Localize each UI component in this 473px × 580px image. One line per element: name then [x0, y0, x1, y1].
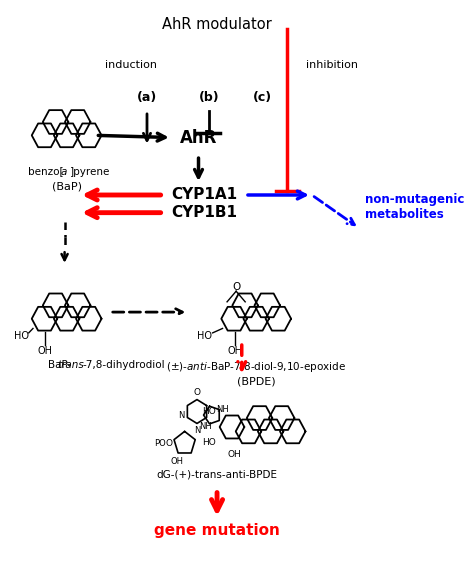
Text: dG-(+)-trans-anti-BPDE: dG-(+)-trans-anti-BPDE: [157, 470, 278, 480]
Text: ]pyrene: ]pyrene: [70, 166, 111, 176]
Text: N: N: [194, 426, 200, 434]
Text: trans: trans: [57, 360, 84, 370]
Text: (BPDE): (BPDE): [237, 376, 275, 386]
Text: NH: NH: [199, 422, 211, 432]
Text: OH: OH: [228, 346, 242, 356]
Text: (a): (a): [137, 91, 157, 104]
Text: HO: HO: [202, 407, 216, 416]
Text: BaP-: BaP-: [47, 360, 71, 370]
Text: O: O: [166, 439, 173, 448]
Text: non-mutagenic: non-mutagenic: [365, 193, 465, 206]
Text: AhR modulator: AhR modulator: [162, 17, 272, 32]
Text: HO: HO: [197, 331, 212, 340]
Text: OH: OH: [38, 346, 53, 356]
Text: O: O: [232, 282, 240, 292]
Text: (BaP): (BaP): [52, 181, 82, 191]
Text: metabolites: metabolites: [365, 208, 444, 222]
Text: ($\pm$)-$anti$-BaP-7,8-diol-9,10-epoxide: ($\pm$)-$anti$-BaP-7,8-diol-9,10-epoxide: [166, 360, 346, 374]
Text: HO: HO: [14, 331, 29, 340]
Text: NH: NH: [216, 405, 229, 414]
Text: a: a: [60, 166, 67, 176]
Text: benzo[: benzo[: [28, 166, 63, 176]
Text: (b): (b): [199, 91, 219, 104]
Text: AhR: AhR: [180, 129, 217, 147]
Text: OH: OH: [227, 450, 241, 459]
Text: CYP1B1: CYP1B1: [172, 205, 238, 220]
Text: induction: induction: [105, 60, 157, 70]
Text: HO: HO: [202, 438, 216, 447]
Text: N: N: [178, 411, 185, 420]
Text: CYP1A1: CYP1A1: [172, 187, 238, 202]
Text: PO: PO: [154, 439, 166, 448]
Text: -7,8-dihydrodiol: -7,8-dihydrodiol: [82, 360, 165, 370]
Text: gene mutation: gene mutation: [154, 523, 280, 538]
Text: (c): (c): [253, 91, 272, 104]
Text: OH: OH: [171, 458, 184, 466]
Text: inhibition: inhibition: [307, 60, 359, 70]
Text: O: O: [193, 389, 201, 397]
